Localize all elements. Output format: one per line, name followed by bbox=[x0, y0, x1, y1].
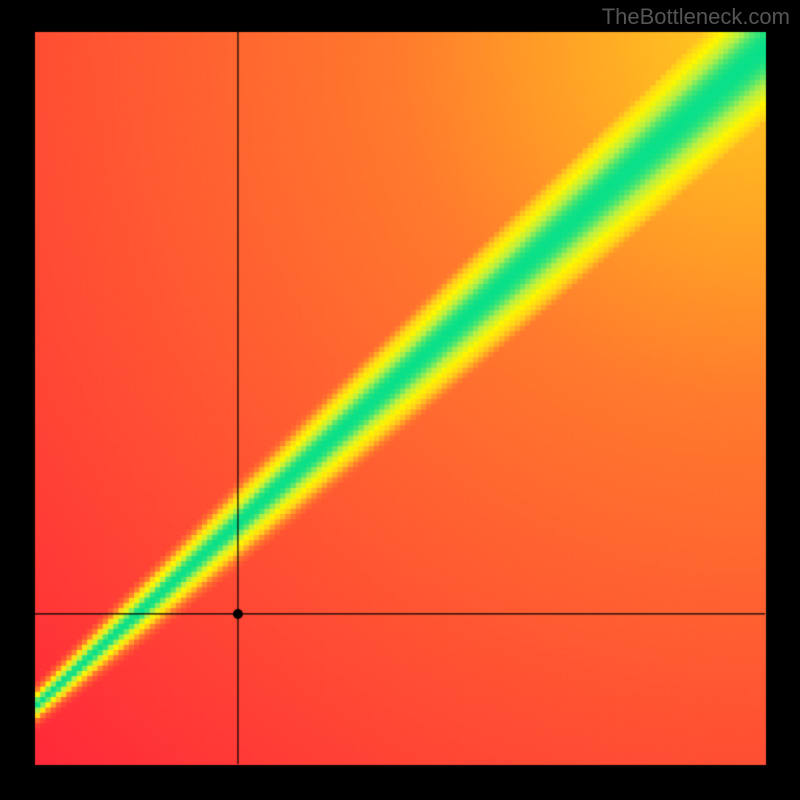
watermark-text: TheBottleneck.com bbox=[602, 4, 790, 30]
chart-container: TheBottleneck.com bbox=[0, 0, 800, 800]
bottleneck-heatmap bbox=[0, 0, 800, 800]
